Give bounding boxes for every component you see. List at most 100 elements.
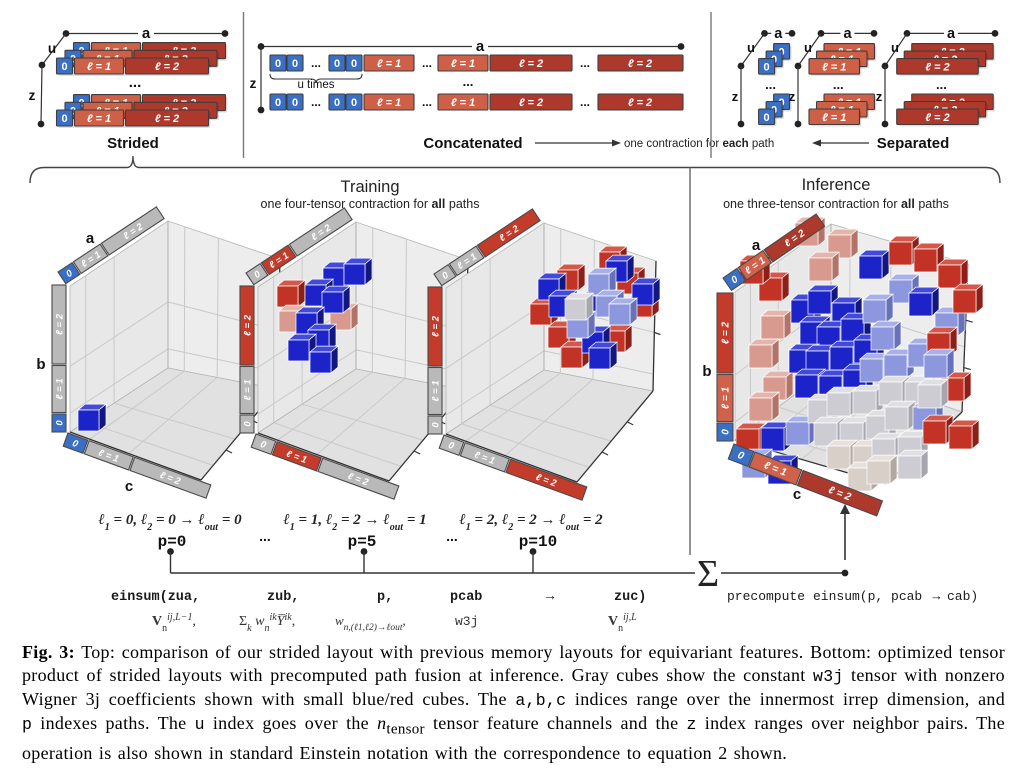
- svg-text:ℓ = 1: ℓ = 1: [55, 378, 66, 399]
- svg-text:...: ...: [765, 77, 776, 92]
- svg-text:Σk wnikY̅ik,: Σk wnikY̅ik,: [239, 612, 295, 634]
- svg-text:0: 0: [729, 274, 740, 286]
- svg-text:ℓ = 1: ℓ = 1: [87, 113, 111, 125]
- svg-text:→: →: [543, 587, 557, 603]
- svg-text:Concatenated: Concatenated: [423, 135, 522, 152]
- svg-text:ℓ = 2: ℓ = 2: [243, 314, 254, 336]
- svg-text:u: u: [891, 40, 899, 55]
- svg-text:→: →: [930, 588, 943, 603]
- svg-text:z: z: [732, 89, 739, 104]
- svg-text:einsum(p, pcab: einsum(p, pcab: [813, 589, 922, 604]
- svg-text:ℓ = 1: ℓ = 1: [87, 61, 111, 73]
- svg-text:0: 0: [292, 58, 298, 70]
- svg-text:...: ...: [422, 95, 432, 109]
- svg-text:0: 0: [55, 420, 66, 426]
- svg-text:0: 0: [252, 269, 263, 281]
- svg-text:0: 0: [440, 270, 451, 282]
- svg-text:0: 0: [334, 97, 340, 109]
- svg-text:ℓ = 2: ℓ = 2: [155, 113, 179, 125]
- svg-text:pcab: pcab: [450, 590, 482, 605]
- svg-text:ℓ = 2: ℓ = 2: [628, 58, 652, 70]
- svg-text:b: b: [702, 363, 711, 380]
- svg-text:...: ...: [311, 95, 321, 109]
- svg-text:w3j: w3j: [455, 614, 478, 629]
- svg-text:einsum(zua,: einsum(zua,: [111, 590, 200, 605]
- svg-text:ℓ = 1: ℓ = 1: [243, 379, 254, 400]
- svg-text:ℓ1 = 2, ℓ2 = 2 → ℓout = 2: ℓ1 = 2, ℓ2 = 2 → ℓout = 2: [459, 512, 603, 533]
- svg-text:ℓ = 1: ℓ = 1: [377, 97, 401, 109]
- svg-text:a: a: [774, 26, 783, 42]
- svg-text:a: a: [142, 25, 151, 42]
- svg-text:ℓ = 1: ℓ = 1: [822, 62, 846, 74]
- svg-text:...: ...: [580, 95, 590, 109]
- svg-text:...: ...: [422, 56, 432, 70]
- svg-text:ℓ = 2: ℓ = 2: [155, 61, 179, 73]
- svg-text:p=5: p=5: [348, 533, 377, 551]
- svg-text:p=0: p=0: [158, 533, 187, 551]
- svg-text:...: ...: [259, 528, 271, 544]
- svg-text:0: 0: [764, 112, 770, 124]
- svg-text:Vnij,L: Vnij,L: [608, 612, 637, 634]
- svg-text:0: 0: [275, 58, 281, 70]
- svg-text:...: ...: [580, 56, 590, 70]
- svg-text:0: 0: [351, 97, 357, 109]
- svg-text:c: c: [793, 486, 801, 503]
- svg-text:0: 0: [351, 58, 357, 70]
- svg-text:b: b: [36, 356, 45, 373]
- svg-text:p=10: p=10: [519, 533, 557, 551]
- svg-text:z: z: [789, 89, 796, 104]
- svg-text:z: z: [250, 76, 257, 91]
- svg-text:...: ...: [936, 77, 947, 92]
- svg-text:ℓ = 1: ℓ = 1: [451, 97, 475, 109]
- svg-text:0: 0: [292, 97, 298, 109]
- svg-text:...: ...: [129, 74, 142, 91]
- svg-text:zub,: zub,: [267, 590, 299, 605]
- svg-text:Vnij,L−1,: Vnij,L−1,: [152, 612, 196, 634]
- svg-text:...: ...: [833, 77, 844, 92]
- svg-text:ℓ = 1: ℓ = 1: [721, 387, 732, 410]
- svg-text:one four-tensor contraction fo: one four-tensor contraction for all path…: [261, 197, 480, 211]
- svg-text:0: 0: [64, 268, 75, 280]
- svg-text:0: 0: [71, 438, 80, 450]
- svg-text:0: 0: [259, 439, 268, 451]
- svg-text:0: 0: [61, 61, 67, 73]
- svg-text:Training: Training: [341, 178, 400, 196]
- svg-text:ℓ = 1: ℓ = 1: [451, 58, 475, 70]
- svg-text:Strided: Strided: [107, 135, 159, 152]
- svg-text:0: 0: [334, 58, 340, 70]
- svg-text:ℓ = 2: ℓ = 2: [925, 62, 949, 74]
- svg-text:0: 0: [431, 422, 442, 428]
- svg-text:one contraction for each path: one contraction for each path: [624, 138, 774, 150]
- svg-text:ℓ = 2: ℓ = 2: [431, 315, 442, 337]
- svg-text:u: u: [48, 41, 56, 56]
- svg-text:z: z: [29, 88, 36, 103]
- svg-text:0: 0: [243, 421, 254, 427]
- svg-text:one three-tensor contraction f: one three-tensor contraction for all pat…: [723, 197, 949, 211]
- svg-text:Inference: Inference: [802, 176, 871, 194]
- svg-text:cab): cab): [947, 589, 978, 604]
- svg-text:u: u: [804, 40, 812, 55]
- svg-text:ℓ = 2: ℓ = 2: [721, 322, 732, 345]
- svg-text:Separated: Separated: [877, 135, 950, 152]
- svg-text:z: z: [876, 89, 883, 104]
- svg-text:ℓ = 2: ℓ = 2: [925, 112, 949, 124]
- svg-text:wn,(ℓ1,ℓ2)→ℓout,: wn,(ℓ1,ℓ2)→ℓout,: [335, 613, 406, 633]
- svg-text:ℓ = 2: ℓ = 2: [628, 97, 652, 109]
- svg-text:ℓ = 2: ℓ = 2: [519, 58, 543, 70]
- svg-text:0: 0: [736, 449, 746, 462]
- svg-text:ℓ1 = 0, ℓ2 = 0 → ℓout = 0: ℓ1 = 0, ℓ2 = 0 → ℓout = 0: [98, 512, 242, 533]
- svg-text:u times: u times: [297, 79, 334, 91]
- svg-text:ℓ = 2: ℓ = 2: [519, 97, 543, 109]
- svg-text:ℓ = 2: ℓ = 2: [55, 313, 66, 335]
- svg-text:0: 0: [61, 113, 67, 125]
- svg-text:ℓ = 1: ℓ = 1: [431, 380, 442, 401]
- svg-text:...: ...: [463, 74, 474, 89]
- svg-text:a: a: [86, 230, 95, 247]
- svg-text:0: 0: [275, 97, 281, 109]
- svg-text:...: ...: [446, 528, 458, 544]
- svg-text:...: ...: [311, 56, 321, 70]
- svg-text:0: 0: [721, 429, 732, 435]
- svg-text:ℓ1 = 1, ℓ2 = 2 → ℓout = 1: ℓ1 = 1, ℓ2 = 2 → ℓout = 1: [283, 512, 426, 533]
- svg-text:u: u: [747, 40, 755, 55]
- svg-text:a: a: [476, 38, 485, 55]
